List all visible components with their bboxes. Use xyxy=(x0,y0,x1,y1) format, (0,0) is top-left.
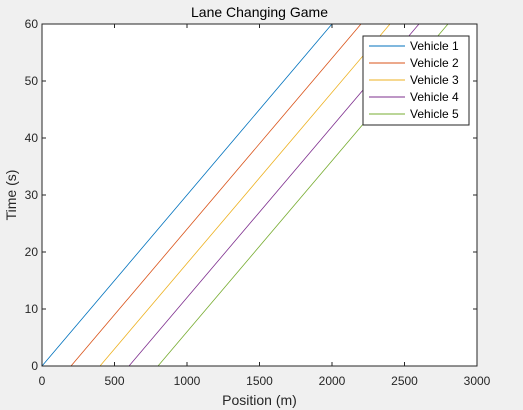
x-axis-label: Position (m) xyxy=(222,392,297,408)
series-layer xyxy=(42,24,449,366)
series-line-vehicle-1 xyxy=(42,24,333,366)
legend-label-vehicle-4: Vehicle 4 xyxy=(410,90,459,104)
series-line-vehicle-2 xyxy=(70,24,362,366)
y-tick-label: 40 xyxy=(25,131,39,145)
x-tick-label: 1500 xyxy=(246,374,273,388)
y-tick-label: 0 xyxy=(31,359,38,373)
y-axis-label: Time (s) xyxy=(3,170,19,221)
legend-label-vehicle-3: Vehicle 3 xyxy=(410,73,459,87)
legend-label-vehicle-1: Vehicle 1 xyxy=(410,39,459,53)
y-tick-label: 60 xyxy=(25,17,39,31)
x-tick-label: 0 xyxy=(39,374,46,388)
y-tick-label: 10 xyxy=(25,302,39,316)
legend-label-vehicle-5: Vehicle 5 xyxy=(410,107,459,121)
legend[interactable]: Vehicle 1 Vehicle 2 Vehicle 3 Vehicle 4 Vehi… xyxy=(362,35,470,126)
x-tick-label: 2500 xyxy=(391,374,418,388)
x-tick-label: 2000 xyxy=(319,374,346,388)
y-tick-label: 20 xyxy=(25,245,39,259)
x-tick-label: 3000 xyxy=(464,374,491,388)
chart-title: Lane Changing Game xyxy=(191,4,328,20)
series-line-vehicle-3 xyxy=(99,24,391,366)
y-tick-label: 50 xyxy=(25,74,39,88)
ticks-layer: 0 500 1000 1500 2000 2500 3000 0 10 20 30 40 50 60 xyxy=(25,17,491,388)
x-tick-label: 500 xyxy=(104,374,124,388)
legend-label-vehicle-2: Vehicle 2 xyxy=(410,56,459,70)
x-tick-label: 1000 xyxy=(174,374,201,388)
y-tick-label: 30 xyxy=(25,188,39,202)
